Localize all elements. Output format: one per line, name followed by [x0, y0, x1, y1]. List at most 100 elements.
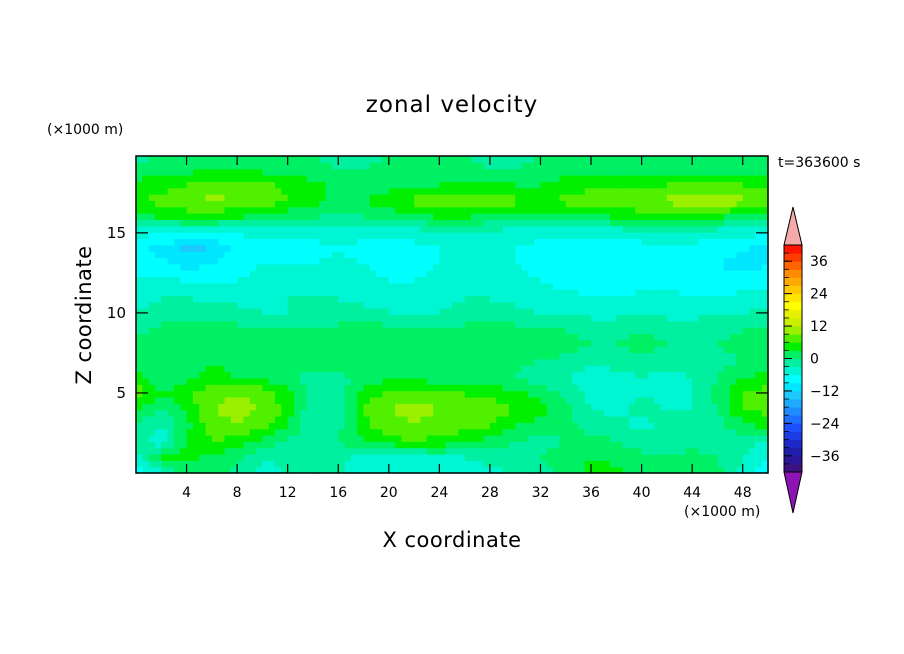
contour-cell	[382, 168, 390, 176]
contour-cell	[616, 327, 624, 335]
contour-cell	[704, 244, 712, 252]
contour-cell	[180, 200, 188, 208]
contour-cell	[464, 244, 472, 252]
contour-cell	[584, 390, 592, 398]
contour-cell	[173, 301, 181, 309]
contour-cell	[388, 206, 396, 214]
contour-cell	[243, 441, 251, 449]
contour-cell	[376, 263, 384, 271]
contour-cell	[464, 206, 472, 214]
contour-cell	[148, 384, 156, 392]
contour-cell	[230, 339, 238, 347]
contour-cell	[205, 409, 213, 417]
contour-cell	[717, 371, 725, 379]
contour-cell	[502, 327, 510, 335]
contour-cell	[628, 460, 636, 468]
contour-cell	[237, 257, 245, 265]
contour-cell	[445, 352, 453, 360]
contour-cell	[660, 194, 668, 201]
contour-cell	[704, 320, 712, 328]
contour-cell	[142, 270, 150, 278]
contour-cell	[331, 181, 339, 189]
contour-cell	[433, 194, 440, 201]
contour-cell	[136, 238, 143, 246]
contour-cell	[325, 314, 333, 322]
contour-cell	[300, 187, 308, 195]
contour-cell	[559, 339, 567, 347]
contour-cell	[218, 422, 226, 430]
contour-cell	[692, 282, 700, 290]
contour-cell	[527, 295, 535, 303]
contour-cell	[673, 358, 681, 366]
contour-cell	[458, 162, 466, 170]
contour-cell	[458, 346, 466, 354]
contour-cell	[186, 168, 194, 176]
contour-cell	[679, 409, 687, 417]
contour-cell	[742, 238, 750, 246]
contour-cell	[376, 339, 384, 347]
contour-cell	[401, 339, 409, 347]
contour-cell	[704, 460, 712, 468]
contour-cell	[584, 447, 592, 455]
contour-cell	[363, 396, 371, 404]
contour-cell	[559, 168, 567, 176]
contour-cell	[154, 314, 162, 322]
contour-cell	[635, 339, 643, 347]
contour-cell	[331, 339, 339, 347]
contour-cell	[211, 257, 219, 265]
contour-cell	[154, 263, 162, 271]
contour-cell	[711, 276, 719, 284]
contour-cell	[312, 428, 320, 436]
contour-cell	[338, 371, 346, 379]
contour-cell	[230, 295, 238, 303]
contour-cell	[243, 308, 251, 316]
contour-cell	[717, 358, 725, 366]
contour-cell	[761, 200, 769, 208]
contour-cell	[527, 358, 535, 366]
contour-cell	[395, 447, 403, 455]
contour-cell	[628, 225, 636, 233]
contour-cell	[161, 238, 169, 246]
contour-cell	[281, 244, 289, 252]
contour-cell	[199, 447, 207, 455]
contour-cell	[641, 428, 649, 436]
contour-cell	[199, 282, 207, 290]
contour-cell	[395, 396, 403, 404]
contour-cell	[161, 403, 169, 411]
contour-cell	[578, 422, 586, 430]
contour-cell	[641, 238, 649, 246]
contour-cell	[628, 187, 636, 195]
contour-cell	[597, 396, 605, 404]
contour-cell	[382, 422, 390, 430]
contour-cell	[376, 352, 384, 360]
contour-cell	[186, 403, 194, 411]
contour-cell	[161, 219, 169, 227]
contour-cell	[192, 320, 200, 328]
contour-cell	[401, 428, 409, 436]
contour-cell	[230, 238, 238, 246]
contour-cell	[395, 460, 403, 468]
contour-cell	[205, 371, 213, 379]
contour-cell	[338, 339, 346, 347]
contour-cell	[628, 194, 636, 201]
contour-cell	[610, 460, 617, 468]
contour-cell	[306, 384, 314, 392]
contour-cell	[161, 200, 169, 208]
contour-cell	[628, 314, 636, 322]
contour-cell	[426, 295, 434, 303]
contour-cell	[294, 213, 301, 220]
contour-cell	[142, 213, 150, 220]
contour-cell	[331, 371, 339, 379]
contour-cell	[294, 276, 301, 284]
contour-cell	[521, 257, 529, 265]
contour-cell	[711, 175, 719, 182]
contour-cell	[458, 194, 466, 201]
contour-cell	[559, 352, 567, 360]
contour-cell	[382, 371, 390, 379]
contour-cell	[218, 213, 226, 220]
contour-cell	[452, 263, 459, 271]
contour-cell	[211, 314, 219, 322]
contour-cell	[597, 371, 605, 379]
contour-cell	[331, 460, 339, 468]
contour-cell	[603, 422, 611, 430]
